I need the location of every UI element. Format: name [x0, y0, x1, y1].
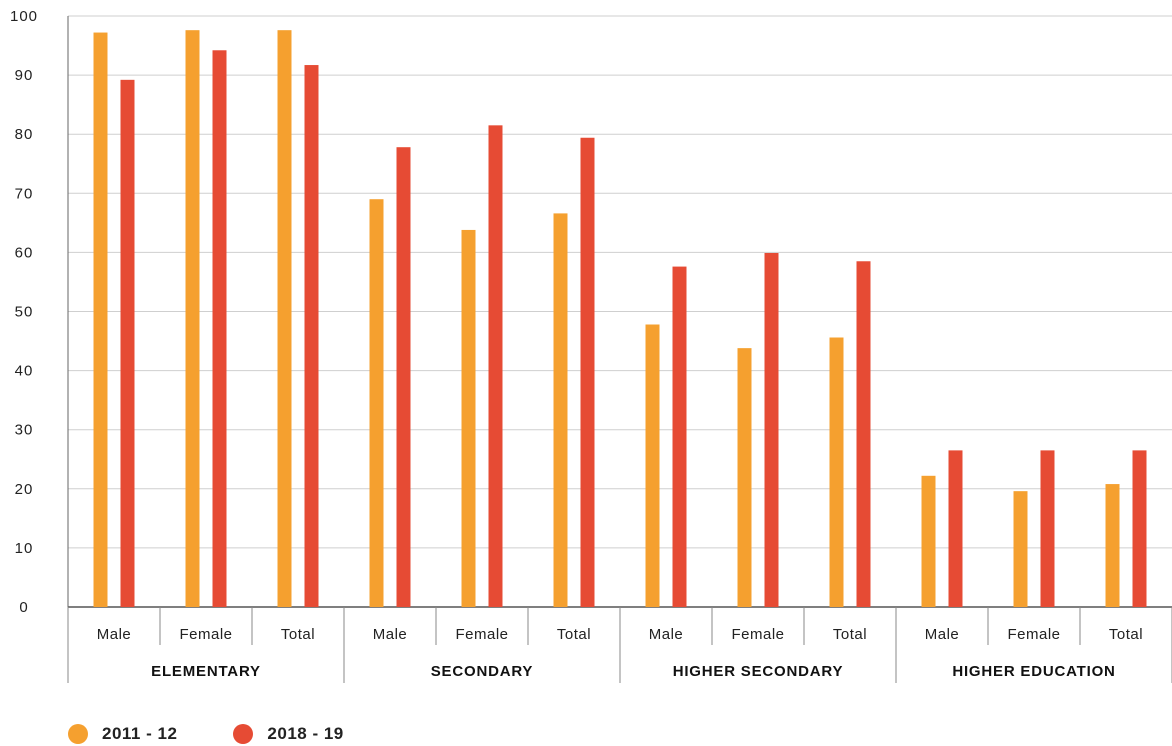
x-axis-tick-labels: Male Female Total Male Female Total Male Female…: [97, 626, 1143, 643]
y-tick-label: 10: [15, 540, 34, 557]
x-tick-label: Female: [1007, 626, 1060, 643]
bar-series-1-female: [185, 30, 200, 607]
y-tick-label: 50: [15, 304, 34, 321]
y-tick-label: 90: [15, 67, 34, 84]
bar-series-2-total: [580, 137, 595, 607]
x-tick-label: Total: [557, 626, 591, 643]
bar-series-2-female: [212, 50, 227, 607]
bar-series-2-total: [304, 65, 319, 608]
y-tick-label: 0: [19, 599, 28, 616]
x-tick-label: Total: [1109, 626, 1143, 643]
bar-series-2-female: [764, 252, 779, 607]
y-tick-label: 70: [15, 185, 34, 202]
y-tick-label: 30: [15, 422, 34, 439]
group-labels: ELEMENTARY SECONDARY HIGHER SECONDARY HIGHE…: [151, 663, 1115, 680]
x-tick-label: Male: [649, 626, 684, 643]
y-tick-label: 40: [15, 363, 34, 380]
legend-label-series-1: 2011 - 12: [102, 724, 178, 743]
group-label: SECONDARY: [431, 663, 534, 680]
bar-series-1-female: [737, 348, 752, 607]
x-tick-label: Total: [833, 626, 867, 643]
bar-series-2-male: [672, 266, 687, 607]
bars: [93, 30, 1147, 608]
gridlines: [68, 15, 1172, 549]
legend: 2011 - 12 2018 - 19: [68, 724, 400, 744]
y-tick-label: 20: [15, 481, 34, 498]
bar-series-1-male: [369, 199, 384, 607]
bar-series-2-total: [1132, 450, 1147, 607]
bar-series-1-female: [1013, 491, 1028, 607]
bar-series-1-male: [93, 32, 108, 608]
bar-series-2-male: [396, 147, 411, 607]
y-tick-label: 100: [10, 8, 38, 25]
bar-series-2-female: [1040, 450, 1055, 607]
y-tick-label: 60: [15, 244, 34, 261]
group-label: ELEMENTARY: [151, 663, 261, 680]
bar-series-2-male: [948, 450, 963, 607]
y-tick-label: 80: [15, 126, 34, 143]
x-tick-label: Total: [281, 626, 315, 643]
bar-series-2-female: [488, 125, 503, 608]
x-tick-label: Male: [373, 626, 408, 643]
legend-item-series-1: 2011 - 12: [68, 724, 177, 744]
bar-series-1-total: [553, 213, 568, 608]
x-tick-label: Female: [179, 626, 232, 643]
bar-series-1-total: [277, 30, 292, 607]
bar-series-1-male: [645, 324, 660, 607]
legend-label-series-2: 2018 - 19: [267, 724, 344, 743]
x-tick-label: Female: [455, 626, 508, 643]
legend-item-series-2: 2018 - 19: [233, 724, 343, 744]
x-tick-label: Male: [925, 626, 960, 643]
bar-series-1-total: [1105, 484, 1120, 607]
legend-swatch-series-2: [233, 724, 254, 744]
axes: [67, 16, 1172, 683]
bar-series-1-female: [461, 229, 476, 607]
bar-series-2-male: [120, 79, 135, 607]
legend-swatch-series-1: [68, 724, 88, 744]
y-axis-tick-labels: 0 10 20 30 40 50 60 70 80 90 100: [10, 8, 38, 616]
bar-series-1-total: [829, 337, 844, 607]
x-tick-label: Female: [731, 626, 784, 643]
group-label: HIGHER EDUCATION: [952, 663, 1115, 680]
bar-series-1-male: [921, 475, 936, 607]
x-tick-label: Male: [97, 626, 132, 643]
bar-series-2-total: [856, 261, 871, 607]
group-label: HIGHER SECONDARY: [673, 663, 844, 680]
